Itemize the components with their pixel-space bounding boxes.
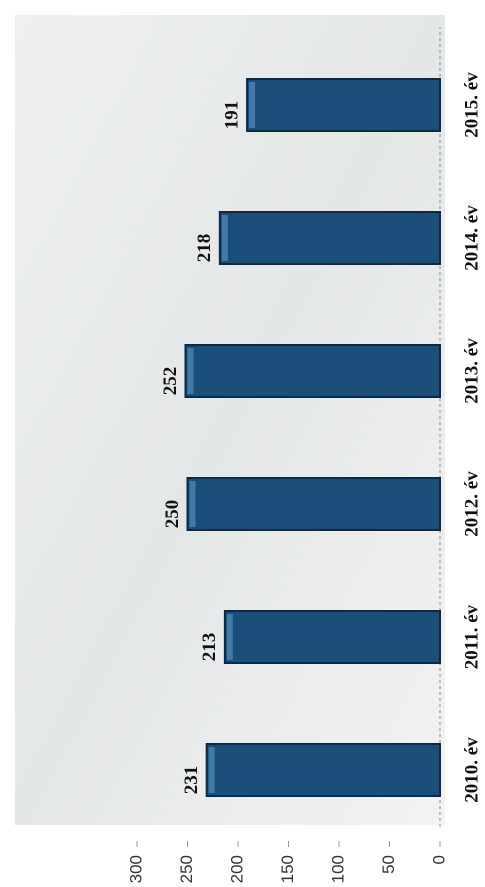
- x-tick-label: 2013. év: [461, 338, 482, 404]
- bar: [188, 478, 441, 530]
- y-tick-label: 150: [278, 855, 297, 883]
- x-tick-label: 2015. év: [461, 72, 482, 138]
- bar: [220, 212, 440, 264]
- value-label: 250: [162, 500, 183, 529]
- value-label: 218: [194, 234, 215, 263]
- value-label: 213: [199, 633, 220, 662]
- bar-highlight: [222, 215, 228, 261]
- value-label: 231: [181, 766, 202, 795]
- y-tick-label: 250: [177, 855, 196, 883]
- bar-highlight: [187, 348, 193, 394]
- bar: [207, 744, 440, 796]
- x-tick-label: 2011. év: [461, 604, 482, 669]
- background-photo: [15, 15, 445, 825]
- value-label: 191: [221, 101, 242, 130]
- bar: [247, 79, 440, 131]
- bar-highlight: [190, 481, 196, 527]
- x-tick-label: 2014. év: [461, 205, 482, 271]
- value-label: 252: [160, 367, 181, 396]
- x-tick-label: 2012. év: [461, 471, 482, 537]
- chart: 0 50 100 150 200 250 300 231 2010. év 213 2011. év…: [0, 0, 485, 887]
- bar-highlight: [249, 82, 255, 128]
- y-tick-label: 100: [328, 855, 347, 883]
- y-tick-label: 200: [227, 855, 246, 883]
- y-tick-label: 300: [126, 855, 145, 883]
- bar: [225, 611, 440, 663]
- bar-highlight: [209, 747, 215, 793]
- x-tick-label: 2010. év: [461, 737, 482, 803]
- bar: [185, 345, 440, 397]
- y-tick-label: 50: [379, 855, 398, 874]
- bar-highlight: [227, 614, 233, 660]
- y-tick-label: 0: [429, 855, 448, 864]
